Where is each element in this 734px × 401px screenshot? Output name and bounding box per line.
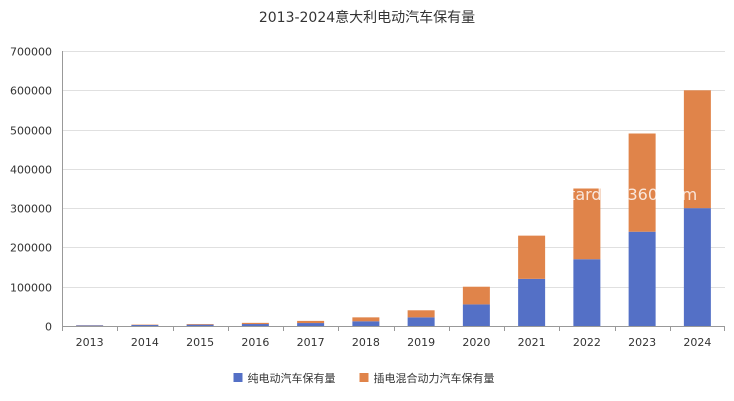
grid-lines [62, 51, 725, 288]
legend-label: 纯电动汽车保有量 [248, 371, 336, 385]
x-tick-label: 2023 [628, 336, 656, 349]
y-tick-label: 600000 [10, 85, 52, 98]
watermark-text: stardata360.com [561, 185, 698, 204]
y-tick-label: 0 [45, 321, 52, 334]
x-tick-label: 2021 [518, 336, 546, 349]
y-tick-label: 100000 [10, 282, 52, 295]
bar-bev-2016 [241, 324, 269, 326]
x-tick-label: 2014 [131, 336, 159, 349]
x-tick-label: 2020 [462, 336, 490, 349]
x-tick-label: 2024 [683, 336, 711, 349]
bar-bev-2015 [186, 324, 214, 326]
bar-phev-2023 [628, 133, 656, 232]
bar-phev-2018 [352, 317, 380, 322]
x-tick-label: 2016 [241, 336, 269, 349]
y-axis: 0 100000 200000 300000 400000 500000 600000 700… [10, 46, 63, 334]
legend-swatch [359, 373, 369, 382]
x-tick-label: 2018 [352, 336, 380, 349]
bar-phev-2017 [297, 320, 325, 324]
bar-bev-2023 [628, 231, 656, 326]
legend: 纯电动汽车保有量 插电混合动力汽车保有量 [233, 371, 495, 385]
bar-bev-2020 [462, 304, 490, 326]
bar-bev-2019 [407, 317, 435, 326]
bar-bev-2021 [518, 278, 546, 326]
bar-phev-2015 [186, 324, 214, 325]
bar-phev-2020 [462, 286, 490, 305]
x-axis: 2013 2014 2015 2016 2017 2018 2019 2020 2021 2022… [62, 326, 725, 349]
x-tick-label: 2017 [297, 336, 325, 349]
bars [76, 90, 711, 326]
x-tick-label: 2013 [76, 336, 104, 349]
bar-bev-2017 [297, 323, 325, 326]
bar-phev-2021 [518, 235, 546, 279]
bar-bev-2013 [76, 325, 104, 326]
legend-swatch [233, 373, 243, 382]
bar-phev-2022 [573, 188, 601, 260]
y-tick-label: 200000 [10, 242, 52, 255]
bar-phev-2016 [241, 322, 269, 325]
legend-label: 插电混合动力汽车保有量 [374, 371, 495, 385]
bar-bev-2018 [352, 321, 380, 326]
x-tick-label: 2022 [573, 336, 601, 349]
bar-bev-2024 [683, 208, 711, 326]
y-tick-label: 400000 [10, 164, 52, 177]
y-tick-label: 500000 [10, 125, 52, 138]
bar-bev-2014 [131, 325, 159, 326]
bar-phev-2024 [683, 90, 711, 209]
chart-title: 2013-2024意大利电动汽车保有量 [259, 9, 475, 26]
x-tick-label: 2015 [186, 336, 214, 349]
bar-phev-2019 [407, 310, 435, 318]
y-tick-label: 300000 [10, 203, 52, 216]
y-tick-label: 700000 [10, 46, 52, 59]
bar-bev-2022 [573, 259, 601, 326]
x-tick-label: 2019 [407, 336, 435, 349]
